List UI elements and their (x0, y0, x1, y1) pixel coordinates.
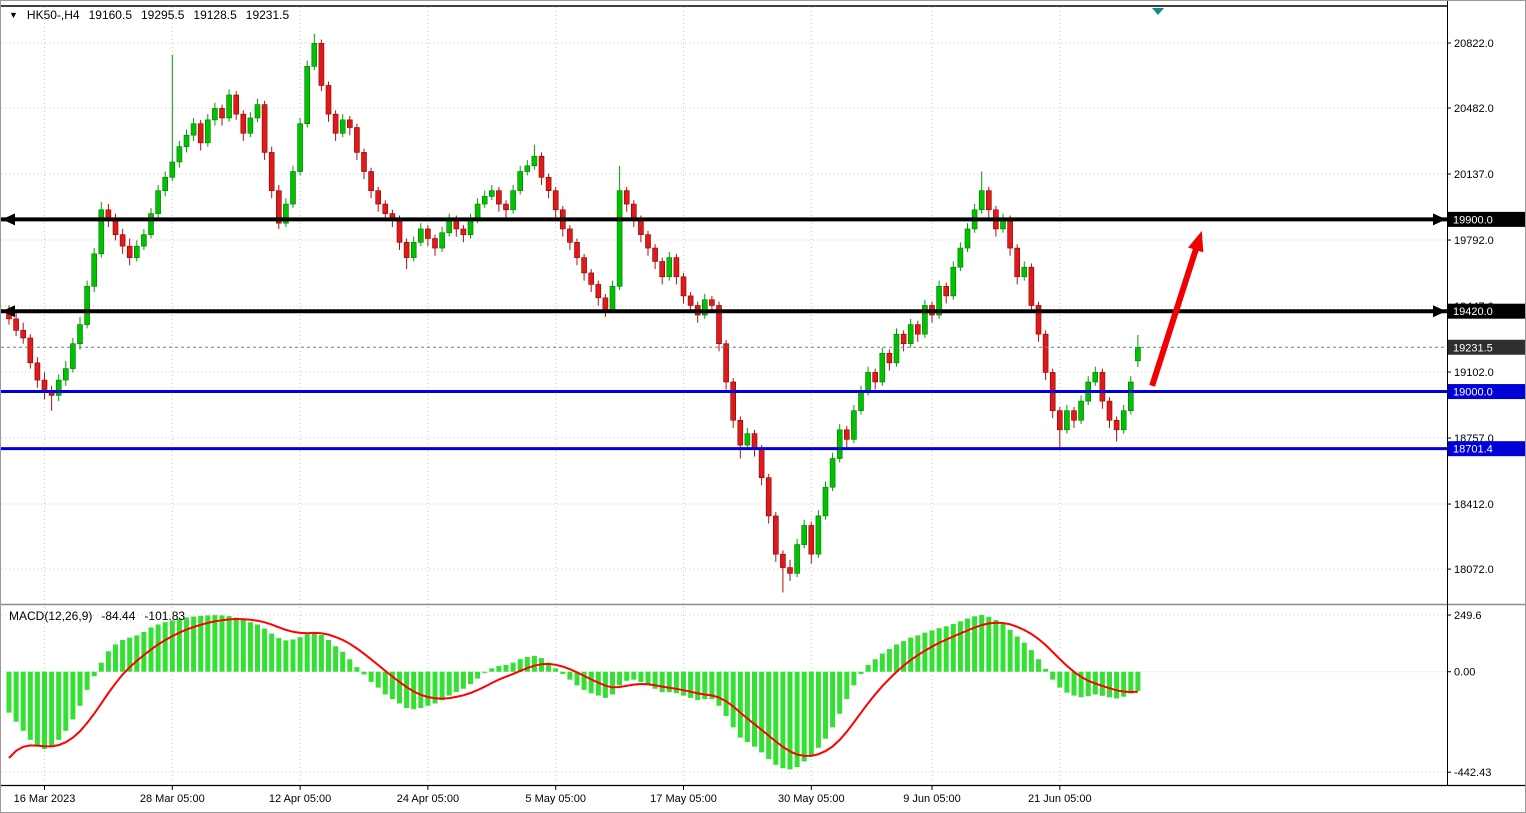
svg-text:19900.0: 19900.0 (1453, 214, 1493, 226)
svg-text:9 Jun 05:00: 9 Jun 05:00 (903, 793, 961, 805)
svg-text:18701.4: 18701.4 (1453, 444, 1493, 456)
price-tag-19420.0: 19420.0 (1448, 303, 1525, 319)
symbol-name: HK50-,H4 (26, 8, 80, 22)
ohlc-high: 19295.5 (141, 8, 185, 22)
time-axis[interactable]: 16 Mar 2023 28 Mar 05:00 12 Apr 05:00 24 Ap… (14, 786, 1092, 805)
svg-text:18412.0: 18412.0 (1454, 499, 1494, 511)
svg-text:19102.0: 19102.0 (1454, 367, 1494, 379)
price-tag-19900.0: 19900.0 (1448, 211, 1525, 227)
svg-text:16 Mar 2023: 16 Mar 2023 (14, 793, 76, 805)
svg-text:20137.0: 20137.0 (1454, 169, 1494, 181)
svg-text:5 May 05:00: 5 May 05:00 (525, 793, 586, 805)
svg-text:20482.0: 20482.0 (1454, 103, 1494, 115)
macd-histogram (6, 614, 1141, 770)
svg-text:28 Mar 05:00: 28 Mar 05:00 (140, 793, 205, 805)
macd-indicator-label: MACD(12,26,9) -84.44 -101.83 (9, 609, 185, 623)
svg-text:21 Jun 05:00: 21 Jun 05:00 (1028, 793, 1092, 805)
price-tag-19000.0: 19000.0 (1448, 384, 1525, 400)
svg-text:24 Apr 05:00: 24 Apr 05:00 (397, 793, 459, 805)
macd-signal-line (8, 617, 1138, 759)
macd-axis[interactable]: 249.6 0.00 -442.43 (1447, 610, 1491, 779)
svg-text:17 May 05:00: 17 May 05:00 (650, 793, 717, 805)
trend-arrow[interactable] (1149, 230, 1204, 387)
svg-text:30 May 05:00: 30 May 05:00 (778, 793, 845, 805)
chart-shift-marker-icon[interactable] (1152, 8, 1164, 15)
ohlc-close: 19231.5 (245, 8, 290, 22)
svg-text:12 Apr 05:00: 12 Apr 05:00 (269, 793, 331, 805)
svg-text:19231.5: 19231.5 (1453, 342, 1493, 354)
svg-text:19420.0: 19420.0 (1453, 306, 1493, 318)
price-tag-18701.4: 18701.4 (1448, 441, 1525, 457)
svg-text:18072.0: 18072.0 (1454, 564, 1494, 576)
svg-text:19000.0: 19000.0 (1453, 387, 1493, 399)
symbol-dropdown-icon: ▼ (9, 9, 18, 20)
hline-19900.0[interactable] (1, 213, 1447, 226)
hline-19420.0[interactable] (1, 305, 1447, 318)
symbol-info: ▼ HK50-,H4 19160.5 19295.5 19128.5 19231… (9, 8, 289, 22)
svg-text:19792.0: 19792.0 (1454, 235, 1494, 247)
price-tag-19231.5: 19231.5 (1448, 339, 1525, 355)
ohlc-open: 19160.5 (88, 8, 132, 22)
ohlc-low: 19128.5 (193, 8, 237, 22)
macd-signal-value: -101.83 (144, 609, 186, 623)
macd-main-value: -84.44 (101, 609, 136, 623)
svg-text:-442.43: -442.43 (1454, 767, 1491, 779)
candles-layer[interactable] (6, 33, 1141, 593)
svg-text:20822.0: 20822.0 (1454, 38, 1494, 50)
macd-name: MACD(12,26,9) (9, 609, 93, 623)
svg-text:0.00: 0.00 (1454, 667, 1475, 679)
svg-text:249.6: 249.6 (1454, 610, 1482, 622)
